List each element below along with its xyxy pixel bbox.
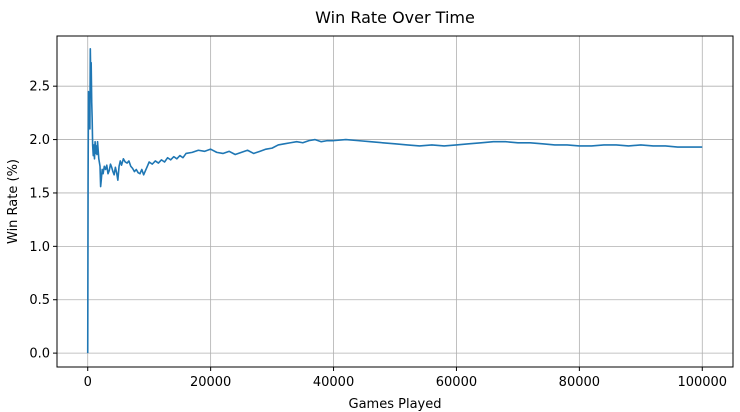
- x-tick-label: 40000: [313, 375, 354, 390]
- y-tick-label: 1.0: [29, 240, 50, 255]
- plot-frame: [56, 35, 734, 368]
- x-tick-label: 20000: [190, 375, 231, 390]
- win-rate-line: [86, 48, 703, 354]
- tick-layer: 0 20000 40000 60000 80000 100000 0.0 0.5 1.0 1.5 2…: [29, 80, 727, 390]
- y-tick-label: 2.5: [29, 80, 50, 95]
- x-tick-label: 60000: [436, 375, 477, 390]
- x-axis-label: Games Played: [349, 397, 442, 412]
- x-tick-label: 80000: [559, 375, 600, 390]
- y-tick-label: 1.5: [29, 186, 50, 201]
- y-axis-label: Win Rate (%): [6, 159, 21, 244]
- x-tick-label: 100000: [677, 375, 727, 390]
- series-layer: [86, 48, 703, 354]
- chart-title: Win Rate Over Time: [315, 8, 475, 27]
- y-tick-label: 0.5: [29, 293, 50, 308]
- y-tick-label: 0.0: [29, 347, 50, 362]
- y-tick-label: 2.0: [29, 133, 50, 148]
- x-tick-label: 0: [84, 375, 92, 390]
- grid-layer: [57, 36, 733, 367]
